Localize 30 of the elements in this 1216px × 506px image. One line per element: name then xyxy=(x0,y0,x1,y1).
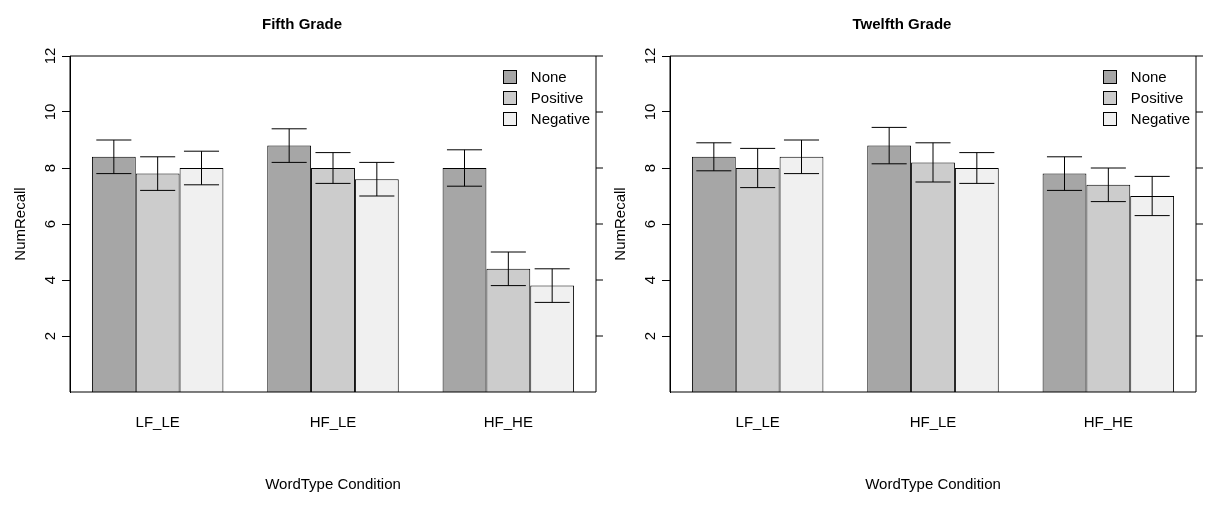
chart-title: Twelfth Grade xyxy=(852,15,952,33)
y-tick-label: 2 xyxy=(640,331,658,341)
y-tick-label: 12 xyxy=(40,47,58,65)
x-axis-title: WordType Condition xyxy=(865,475,1001,493)
legend-label: Negative xyxy=(530,109,590,129)
y-tick-label: 2 xyxy=(40,331,58,341)
x-tick-label: HF_LE xyxy=(309,413,357,431)
legend-label: Positive xyxy=(530,88,584,108)
x-tick-label: HF_HE xyxy=(1083,413,1133,431)
y-tick-label: 6 xyxy=(40,219,58,229)
y-tick-label: 10 xyxy=(640,103,658,121)
legend-label: Negative xyxy=(1130,109,1190,129)
y-tick-label: 10 xyxy=(40,103,58,121)
y-tick-label: 4 xyxy=(640,275,658,285)
y-axis-title: NumRecall xyxy=(611,187,629,261)
chart-title: Fifth Grade xyxy=(261,15,343,33)
y-tick-label: 6 xyxy=(640,219,658,229)
legend-label: Positive xyxy=(1130,88,1184,108)
x-axis-title: WordType Condition xyxy=(265,475,401,493)
y-tick-label: 4 xyxy=(40,275,58,285)
x-tick-label: LF_LE xyxy=(135,413,180,431)
y-tick-label: 12 xyxy=(640,47,658,65)
x-tick-label: HF_LE xyxy=(909,413,957,431)
y-axis-title: NumRecall xyxy=(11,187,29,261)
legend-label: None xyxy=(530,67,567,87)
x-tick-label: LF_LE xyxy=(735,413,780,431)
y-tick-label: 8 xyxy=(40,163,58,173)
x-tick-label: HF_HE xyxy=(483,413,533,431)
legend-label: None xyxy=(1130,67,1167,87)
y-tick-label: 8 xyxy=(640,163,658,173)
